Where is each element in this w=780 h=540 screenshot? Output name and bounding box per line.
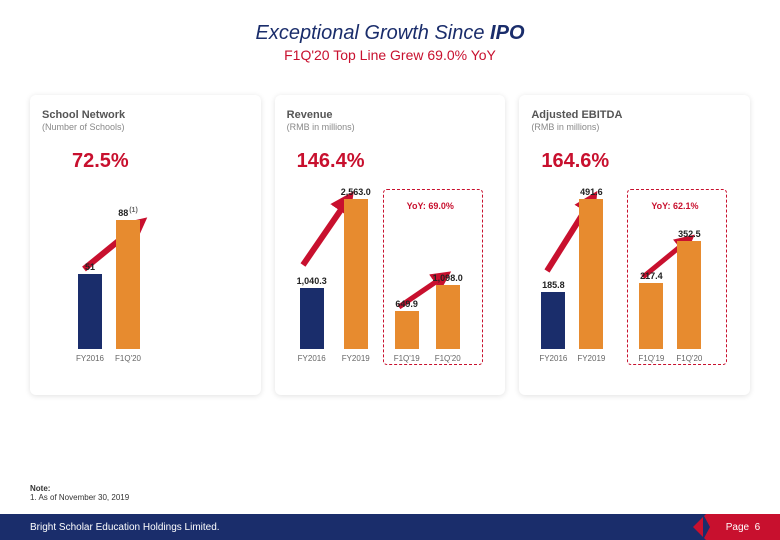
footnote-block: Note: 1. As of November 30, 2019 <box>30 484 129 502</box>
panels-row: School Network (Number of Schools) 72.5%… <box>0 71 780 395</box>
bar-category: FY2019 <box>342 354 370 363</box>
bar: 352.5 F1Q'20 <box>677 229 701 349</box>
bar-value: 51 <box>85 262 95 272</box>
bar-rect <box>116 220 140 349</box>
panel-revenue: Revenue (RMB in millions) 146.4% 1,040.3… <box>275 95 506 395</box>
bar: 217.4 F1Q'19 <box>639 271 663 349</box>
footnote-marker: (1) <box>129 207 138 214</box>
panel-units: (RMB in millions) <box>531 122 738 132</box>
bar-rect <box>677 241 701 349</box>
bar-rect <box>300 288 324 349</box>
bar-category: F1Q'20 <box>435 354 461 363</box>
bar-rect <box>344 199 368 349</box>
growth-percentage: 72.5% <box>42 150 249 173</box>
bar: 88(1) F1Q'20 <box>116 207 140 349</box>
bar-value: 1,098.0 <box>433 273 463 283</box>
bar-value: 1,040.3 <box>297 276 327 286</box>
bar-category: FY2016 <box>76 354 104 363</box>
bar-category: FY2016 <box>539 354 567 363</box>
panel-title: Revenue <box>287 109 494 121</box>
slide-header: Exceptional Growth Since IPO F1Q'20 Top … <box>0 0 780 71</box>
bar-value: 88(1) <box>118 207 138 218</box>
company-name: Bright Scholar Education Holdings Limite… <box>30 522 220 533</box>
bar: 1,040.3 FY2016 <box>297 276 327 349</box>
bar-rect <box>579 199 603 349</box>
panel-units: (RMB in millions) <box>287 122 494 132</box>
bar-rect <box>541 292 565 349</box>
bar-category: F1Q'19 <box>638 354 664 363</box>
bar: 649.9 F1Q'19 <box>395 299 419 349</box>
title-bold: IPO <box>490 22 524 44</box>
bar: 491.6 FY2019 <box>579 187 603 349</box>
bar-rect <box>395 311 419 349</box>
bar-value: 2,563.0 <box>341 187 371 197</box>
chart-area: 185.8 FY2016 491.6 FY2019 YoY: 62.1% 217… <box>531 177 738 367</box>
yoy-label: YoY: 62.1% <box>651 201 698 211</box>
bar-category: FY2016 <box>298 354 326 363</box>
bar-rect <box>78 274 102 349</box>
bar: 2,563.0 FY2019 <box>341 187 371 349</box>
bar: 1,098.0 F1Q'20 <box>433 273 463 349</box>
panel-school-network: School Network (Number of Schools) 72.5%… <box>30 95 261 395</box>
panel-units: (Number of Schools) <box>42 122 249 132</box>
bar-value: 491.6 <box>580 187 603 197</box>
note-line: 1. As of November 30, 2019 <box>30 493 129 502</box>
bar: 185.8 FY2016 <box>541 280 565 349</box>
chart-area: 51 FY2016 88(1) F1Q'20 <box>42 177 249 367</box>
bar-category: F1Q'19 <box>394 354 420 363</box>
note-header: Note: <box>30 484 129 493</box>
panel-title: Adjusted EBITDA <box>531 109 738 121</box>
bar-category: F1Q'20 <box>676 354 702 363</box>
page-number-badge: Page 6 <box>706 514 780 540</box>
bar-value: 649.9 <box>395 299 418 309</box>
bar: 51 FY2016 <box>78 262 102 349</box>
bar-value: 352.5 <box>678 229 701 239</box>
title-prefix: Exceptional Growth Since <box>255 22 490 44</box>
bar-rect <box>639 283 663 349</box>
yoy-label: YoY: 69.0% <box>407 201 454 211</box>
panel-adjusted-ebitda: Adjusted EBITDA (RMB in millions) 164.6%… <box>519 95 750 395</box>
bar-rect <box>436 285 460 349</box>
slide-title: Exceptional Growth Since IPO <box>0 22 780 45</box>
growth-percentage: 164.6% <box>531 150 738 173</box>
panel-title: School Network <box>42 109 249 121</box>
bar-value: 185.8 <box>542 280 565 290</box>
bar-value: 217.4 <box>640 271 663 281</box>
page-number: 6 <box>755 522 761 533</box>
page-label: Page <box>726 522 749 533</box>
chart-area: 1,040.3 FY2016 2,563.0 FY2019 YoY: 69.0% <box>287 177 494 367</box>
growth-percentage: 146.4% <box>287 150 494 173</box>
slide-footer: Bright Scholar Education Holdings Limite… <box>0 514 780 540</box>
bar-category: F1Q'20 <box>115 354 141 363</box>
slide-subtitle: F1Q'20 Top Line Grew 69.0% YoY <box>0 47 780 63</box>
bar-category: FY2019 <box>577 354 605 363</box>
